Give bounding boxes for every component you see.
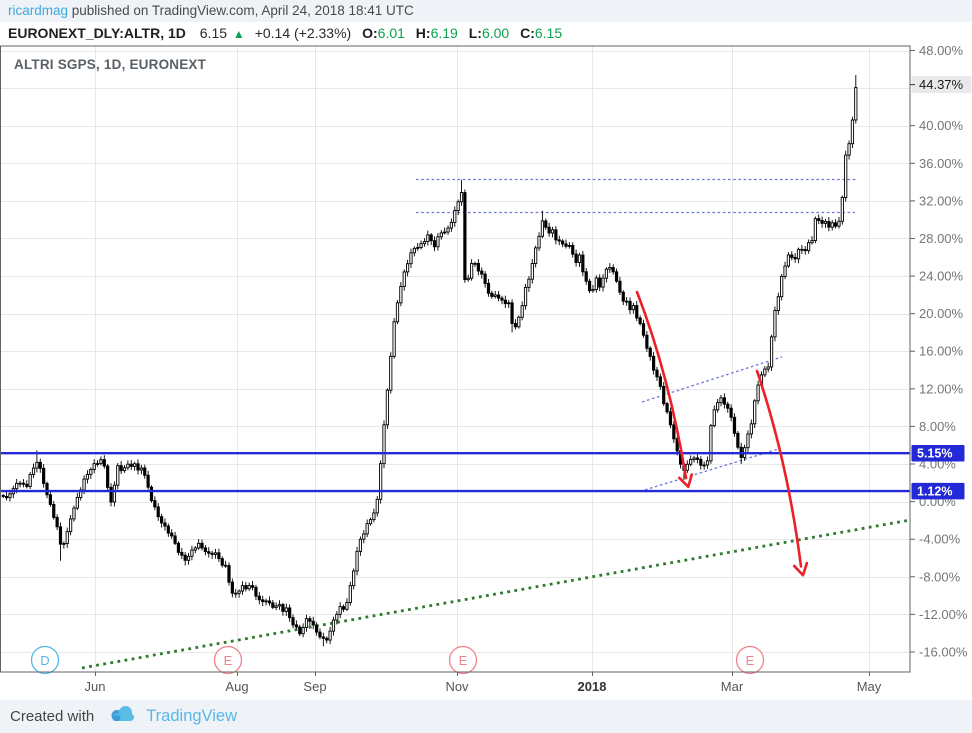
y-axis-tick-label: -4.00% [919,532,961,547]
y-axis-tick-label: 20.00% [919,306,964,321]
publish-info-bar: ricardmag published on TradingView.com, … [0,0,972,22]
level-lines-blue [0,452,910,493]
author-link[interactable]: ricardmag [8,3,69,18]
x-axis-tick-label: Jun [85,679,106,694]
x-axis-tick-label: Mar [721,679,744,694]
y-axis-tick-label: 12.00% [919,381,964,396]
earnings-marker [735,645,765,675]
last-price-label-bg [911,76,972,94]
symbol-info-bar: EURONEXT_DLY:ALTR, 1D 6.15 ▲ +0.14 (+2.3… [0,22,972,45]
x-axis-tick-label: May [857,679,882,694]
earnings-marker [448,645,478,675]
publish-text: published on TradingView.com, April 24, … [68,3,414,18]
chart-canvas[interactable]: D E E E 48.00% 40.00% 36.00% 32.00% 28.00% 24.00%… [0,43,972,700]
open-value: 6.01 [377,25,405,41]
plot-border [0,45,911,673]
y-axis-tick-label: -16.00% [919,644,968,659]
trend-line-green [81,519,909,670]
time-axis[interactable]: Jun Aug Sep Nov 2018 Mar May [85,672,882,694]
y-axis-tick-label: 48.00% [919,45,964,58]
last-price: 6.15 [199,25,228,41]
open-label: O: [362,25,378,41]
low-label: L: [468,25,482,41]
y-axis-tick-label: 28.00% [919,231,964,246]
svg-text:5.15%: 5.15% [917,447,952,461]
y-axis-tick-label: 40.00% [919,118,964,133]
symbol-name: EURONEXT_DLY:ALTR, 1D [8,25,186,41]
svg-text:1.12%: 1.12% [917,484,952,498]
up-triangle-icon: ▲ [232,27,245,41]
dividend-marker [30,645,60,675]
red-arrows [635,290,809,577]
y-axis-tick-label: 24.00% [919,269,964,284]
x-axis-tick-label: Nov [445,679,469,694]
price-change: +0.14 (+2.33%) [254,25,352,41]
svg-text:D: D [40,653,49,668]
level-line-tag [911,482,965,500]
chart-region: ALTRI SGPS, 1D, EURONEXT D E E E 48.00% 40.00… [0,43,972,700]
svg-text:E: E [459,653,468,668]
tradingview-logo-icon[interactable] [108,704,138,729]
close-label: C: [520,25,535,41]
earnings-marker [213,645,243,675]
high-label: H: [415,25,431,41]
x-axis-tick-label: Aug [225,679,248,694]
x-axis-tick-label: Sep [303,679,326,694]
attribution-footer: Created with TradingView [0,700,972,733]
created-with-label: Created with [10,708,95,725]
x-axis-tick-label: 2018 [578,679,607,694]
y-axis-tick-label: 32.00% [919,193,964,208]
svg-text:E: E [224,653,233,668]
y-axis-tick-label: 36.00% [919,156,964,171]
tradingview-brand-link[interactable]: TradingView [146,707,238,725]
price-axis[interactable]: 48.00% 40.00% 36.00% 32.00% 28.00% 24.00% 20.0… [910,43,972,659]
low-value: 6.00 [481,25,510,41]
y-axis-tick-label: -8.00% [919,569,961,584]
svg-text:E: E [746,653,755,668]
close-value: 6.15 [534,25,563,41]
level-line-tag [911,445,965,462]
dotted-blue-lines [416,178,857,491]
candles [1,74,858,647]
y-axis-tick-label: 16.00% [919,344,964,359]
last-price-label: 44.37% [919,77,964,92]
y-axis-tick-label: 8.00% [919,419,956,434]
high-value: 6.19 [430,25,458,41]
y-axis-tick-label: -12.00% [919,607,968,622]
grid-lines [0,46,910,672]
